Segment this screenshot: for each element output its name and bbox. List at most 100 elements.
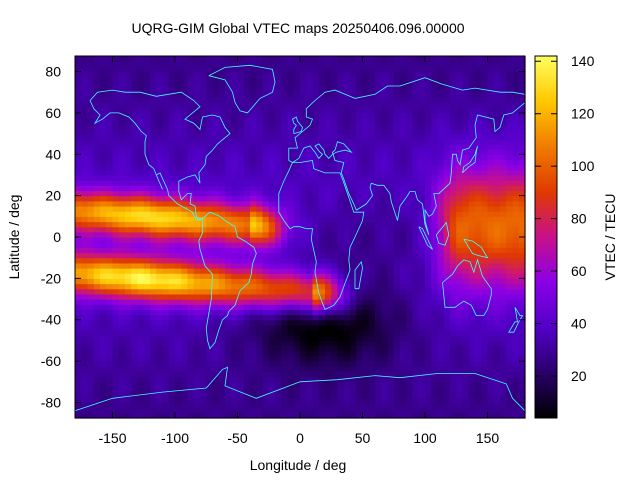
heatmap-cell xyxy=(275,314,282,321)
heatmap-cell xyxy=(225,180,232,186)
heatmap-cell xyxy=(156,361,164,367)
heatmap-cell xyxy=(100,138,107,145)
heatmap-cell xyxy=(206,159,214,166)
heatmap-cell xyxy=(475,190,482,197)
heatmap-cell xyxy=(381,112,389,119)
heatmap-cell xyxy=(162,397,170,404)
heatmap-cell xyxy=(293,288,301,295)
heatmap-cell xyxy=(231,252,239,259)
heatmap-cell xyxy=(218,268,226,274)
heatmap-cell xyxy=(106,278,114,285)
heatmap-cell xyxy=(193,154,201,161)
heatmap-cell xyxy=(143,324,151,331)
heatmap-cell xyxy=(281,102,289,109)
heatmap-cell xyxy=(168,376,176,383)
heatmap-cell xyxy=(350,350,357,357)
heatmap-cell xyxy=(400,87,407,93)
heatmap-cell xyxy=(318,87,326,93)
heatmap-cell xyxy=(187,350,195,357)
heatmap-cell xyxy=(225,164,232,171)
heatmap-cell xyxy=(312,366,320,373)
heatmap-cell xyxy=(350,174,357,181)
heatmap-cell xyxy=(131,335,139,342)
heatmap-cell xyxy=(137,257,145,264)
heatmap-cell xyxy=(312,335,320,342)
heatmap-cell xyxy=(387,123,395,129)
heatmap-cell xyxy=(100,61,107,67)
heatmap-cell xyxy=(156,324,164,331)
heatmap-cell xyxy=(81,56,89,62)
heatmap-cell xyxy=(431,221,439,228)
heatmap-cell xyxy=(450,185,457,192)
heatmap-cell xyxy=(287,128,295,135)
heatmap-cell xyxy=(250,407,257,414)
heatmap-cell xyxy=(431,273,439,279)
heatmap-cell xyxy=(400,174,407,181)
heatmap-cell xyxy=(487,56,495,62)
heatmap-cell xyxy=(287,118,295,124)
heatmap-cell xyxy=(175,304,182,310)
heatmap-cell xyxy=(168,242,176,248)
heatmap-cell xyxy=(337,381,345,388)
heatmap-cell xyxy=(312,340,320,347)
heatmap-cell xyxy=(375,252,382,259)
heatmap-cell xyxy=(325,195,332,202)
heatmap-cell xyxy=(162,319,170,326)
heatmap-cell xyxy=(81,128,89,135)
heatmap-cell xyxy=(150,237,157,243)
heatmap-cell xyxy=(481,226,489,233)
heatmap-cell xyxy=(112,112,120,119)
heatmap-cell xyxy=(462,211,470,217)
heatmap-cell xyxy=(118,340,126,347)
heatmap-cell xyxy=(400,361,407,367)
heatmap-cell xyxy=(100,211,107,217)
heatmap-cell xyxy=(331,355,339,362)
heatmap-cell xyxy=(425,392,432,398)
heatmap-cell xyxy=(493,299,501,305)
heatmap-cell xyxy=(487,169,495,176)
heatmap-cell xyxy=(175,174,182,181)
heatmap-cell xyxy=(200,102,207,109)
heatmap-cell xyxy=(337,407,345,414)
heatmap-cell xyxy=(400,304,407,310)
heatmap-cell xyxy=(118,299,126,305)
heatmap-cell xyxy=(381,340,389,347)
heatmap-cell xyxy=(268,149,276,155)
heatmap-cell xyxy=(437,262,445,269)
heatmap-cell xyxy=(356,376,364,383)
heatmap-cell xyxy=(406,123,414,129)
heatmap-cell xyxy=(206,278,214,285)
heatmap-cell xyxy=(225,345,232,352)
heatmap-cell xyxy=(475,335,482,342)
heatmap-cell xyxy=(162,361,170,367)
heatmap-cell xyxy=(300,205,307,212)
heatmap-cell xyxy=(156,97,164,104)
heatmap-cell xyxy=(100,407,107,414)
heatmap-cell xyxy=(81,304,89,310)
heatmap-cell xyxy=(337,304,345,310)
heatmap-cell xyxy=(293,340,301,347)
heatmap-cell xyxy=(100,143,107,150)
heatmap-cell xyxy=(462,361,470,367)
heatmap-cell xyxy=(262,397,270,404)
heatmap-cell xyxy=(393,97,401,104)
heatmap-cell xyxy=(212,304,220,310)
heatmap-cell xyxy=(243,149,251,155)
heatmap-cell xyxy=(137,81,145,88)
heatmap-cell xyxy=(293,216,301,223)
heatmap-cell xyxy=(175,376,182,383)
heatmap-cell xyxy=(237,200,245,207)
heatmap-cell xyxy=(87,340,95,347)
heatmap-cell xyxy=(400,386,407,393)
heatmap-cell xyxy=(131,195,139,202)
heatmap-cell xyxy=(512,107,520,114)
heatmap-cell xyxy=(293,319,301,326)
heatmap-cell xyxy=(368,81,376,88)
heatmap-cell xyxy=(100,237,107,243)
heatmap-cell xyxy=(100,293,107,300)
heatmap-cell xyxy=(218,87,226,93)
heatmap-cell xyxy=(106,87,114,93)
heatmap-cell xyxy=(412,242,420,248)
heatmap-cell xyxy=(175,324,182,331)
heatmap-cell xyxy=(356,200,364,207)
